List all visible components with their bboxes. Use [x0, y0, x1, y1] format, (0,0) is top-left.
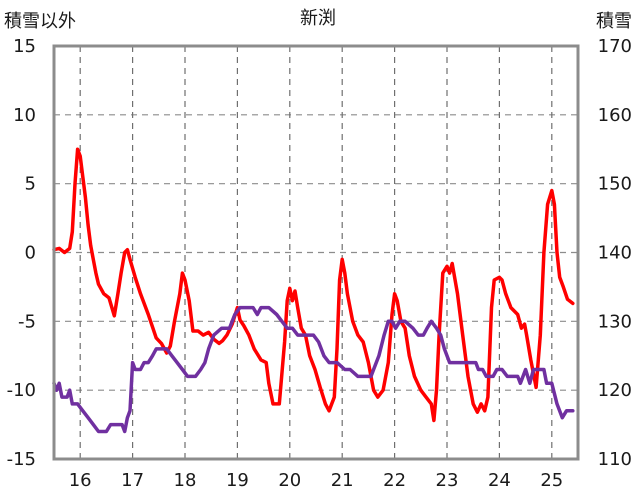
x-tick-label: 17: [121, 470, 144, 491]
series-group: [52, 147, 575, 434]
y-left-tick-label: -5: [18, 311, 36, 332]
x-tick-label: 22: [383, 470, 406, 491]
x-tick-label: 21: [331, 470, 354, 491]
y-left-tick-label: 5: [25, 174, 36, 195]
x-tick-label: 24: [488, 470, 511, 491]
y-right-tick-label: 110: [598, 449, 632, 470]
y-right-tick-label: 150: [598, 174, 632, 195]
x-tick-label: 20: [278, 470, 301, 491]
tick-labels: 15 10 5 0 -5 -10 -15 170 160 150 140 130 120 110 16 17 1…: [7, 36, 632, 491]
y-left-tick-label: 0: [25, 243, 36, 264]
plot-frame: [52, 44, 580, 461]
y-right-tick-label: 120: [598, 380, 632, 401]
x-tick-label: 16: [69, 470, 92, 491]
y-left-tick-label: 10: [13, 105, 36, 126]
right-axis-label: 積雪: [596, 11, 632, 32]
y-left-tick-label: -10: [7, 380, 36, 401]
gridlines: [54, 46, 578, 459]
x-tick-label: 25: [540, 470, 563, 491]
x-tick-label: 19: [226, 470, 249, 491]
y-right-tick-label: 130: [598, 311, 632, 332]
series-line-left: [52, 147, 575, 423]
y-left-tick-label: 15: [13, 36, 36, 57]
y-right-tick-label: 160: [598, 105, 632, 126]
x-tick-label: 23: [436, 470, 459, 491]
y-right-tick-label: 170: [598, 36, 632, 57]
left-axis-label: 積雪以外: [4, 11, 76, 32]
x-tick-label: 18: [174, 470, 197, 491]
series-line-right: [52, 305, 575, 434]
chart-title: 新渕: [300, 8, 336, 29]
y-right-tick-label: 140: [598, 243, 632, 264]
y-left-tick-label: -15: [7, 449, 36, 470]
